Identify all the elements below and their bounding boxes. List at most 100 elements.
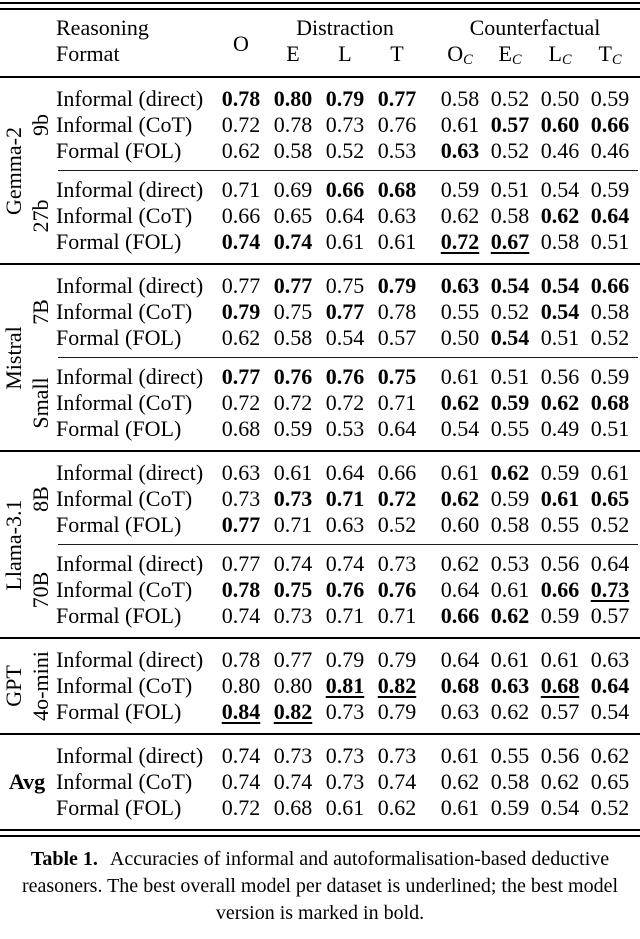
accuracy-cell: 0.58 [490, 512, 530, 538]
accuracy-cell: 0.58 [490, 769, 530, 795]
version-separator-rule [58, 170, 638, 172]
version-label: 27b [28, 199, 53, 233]
accuracy-cell: 0.64 [440, 577, 480, 603]
accuracy-cell: 0.74 [273, 769, 313, 795]
header-col-l: L [338, 41, 352, 66]
accuracy-cell: 0.76 [325, 577, 365, 603]
accuracy-cell: 0.77 [273, 647, 313, 673]
accuracy-cell: 0.56 [540, 743, 580, 769]
accuracy-cell: 0.63 [590, 647, 630, 673]
accuracy-cell: 0.68 [440, 673, 480, 699]
table-body: Gemma-2 9b Informal (direct) 0.78 0.80 0.79 0.… [0, 78, 640, 829]
accuracy-cell: 0.78 [273, 112, 313, 138]
accuracy-cell: 0.71 [377, 390, 417, 416]
accuracy-cell: 0.65 [590, 486, 630, 512]
accuracy-cell: 0.57 [590, 603, 630, 629]
accuracy-cell: 0.53 [377, 138, 417, 164]
version-block: 27b Informal (direct) 0.71 0.69 0.66 0.68 0.59… [28, 177, 640, 255]
accuracy-cell: 0.63 [440, 273, 480, 299]
model-group-rows: 7B Informal (direct) 0.77 0.77 0.75 0.79 0.63 0… [28, 273, 640, 442]
accuracy-cell: 0.77 [221, 551, 261, 577]
accuracy-cell: 0.64 [325, 460, 365, 486]
column-gap [423, 416, 435, 442]
header-left-gutter [0, 15, 54, 73]
accuracy-cell: 0.76 [377, 112, 417, 138]
version-rows: Informal (direct) 0.74 0.73 0.73 0.73 0.61 0.5… [54, 743, 640, 821]
table-row: Informal (CoT) 0.73 0.73 0.71 0.72 0.62 0.59 0.… [54, 486, 640, 512]
version-label: 4o-mini [28, 651, 53, 721]
accuracy-cell: 0.49 [540, 416, 580, 442]
accuracy-cell: 0.74 [325, 551, 365, 577]
format-label: Formal (FOL) [56, 512, 182, 538]
column-gap [423, 86, 435, 112]
accuracy-cell: 0.66 [221, 203, 261, 229]
accuracy-cell: 0.81 [325, 673, 365, 699]
model-label: Gemma-2 [1, 126, 26, 215]
accuracy-cell: 0.54 [490, 325, 530, 351]
accuracy-cell: 0.52 [377, 512, 417, 538]
format-label: Informal (CoT) [56, 577, 193, 603]
accuracy-cell: 0.52 [325, 138, 365, 164]
accuracy-cell: 0.61 [325, 229, 365, 255]
accuracy-cell: 0.55 [540, 512, 580, 538]
table-row: Formal (FOL) 0.68 0.59 0.53 0.64 0.54 0.55 0.49… [54, 416, 640, 442]
model-label: Llama-3.1 [1, 499, 26, 591]
version-rows: Informal (direct) 0.78 0.77 0.79 0.79 0.64 0.6… [54, 647, 640, 725]
accuracy-cell: 0.64 [590, 673, 630, 699]
table-row: Formal (FOL) 0.72 0.68 0.61 0.62 0.61 0.59 0.54… [54, 795, 640, 821]
accuracy-cell: 0.61 [440, 112, 480, 138]
table-top-rule [0, 2, 640, 10]
accuracy-cell: 0.53 [490, 551, 530, 577]
header-distraction-cols: E L T [267, 41, 423, 67]
accuracy-cell: 0.59 [440, 177, 480, 203]
model-group-rows: 4o-mini Informal (direct) 0.78 0.77 0.79 0.79… [28, 647, 640, 725]
table-row: Informal (direct) 0.74 0.73 0.73 0.73 0.61 0.5… [54, 743, 640, 769]
accuracy-cell: 0.61 [490, 647, 530, 673]
format-label: Informal (direct) [56, 460, 204, 486]
table-row: Informal (direct) 0.77 0.76 0.76 0.75 0.61 0.5… [54, 364, 640, 390]
accuracy-cell: 0.54 [590, 699, 630, 725]
table-row: Formal (FOL) 0.74 0.73 0.71 0.71 0.66 0.62 0.59… [54, 603, 640, 629]
accuracy-cell: 0.62 [540, 390, 580, 416]
column-gap [423, 273, 435, 299]
format-label: Informal (CoT) [56, 203, 193, 229]
table-row: Formal (FOL) 0.74 0.74 0.61 0.61 0.72 0.67 0.58… [54, 229, 640, 255]
accuracy-cell: 0.52 [490, 138, 530, 164]
table-bottom-rule [0, 829, 640, 838]
accuracy-cell: 0.77 [221, 364, 261, 390]
accuracy-cell: 0.75 [273, 299, 313, 325]
accuracy-cell: 0.46 [540, 138, 580, 164]
accuracy-cell: 0.78 [221, 86, 261, 112]
header-col-oc: OC [447, 41, 473, 69]
model-label: Mistral [1, 325, 26, 390]
column-gap [423, 112, 435, 138]
accuracy-cell: 0.80 [221, 673, 261, 699]
accuracy-cell: 0.66 [590, 273, 630, 299]
version-label: Small [28, 377, 53, 429]
column-gap [423, 795, 435, 821]
format-label: Formal (FOL) [56, 229, 182, 255]
column-gap [423, 603, 435, 629]
column-gap [423, 647, 435, 673]
version-label-column: 8B [28, 460, 54, 538]
version-block: 9b Informal (direct) 0.78 0.80 0.79 0.77 0.58 0… [28, 86, 640, 164]
accuracy-cell: 0.63 [221, 460, 261, 486]
accuracy-cell: 0.79 [377, 647, 417, 673]
column-gap [423, 138, 435, 164]
column-gap [423, 743, 435, 769]
model-group: Gemma-2 9b Informal (direct) 0.78 0.80 0.79 0.… [0, 78, 640, 263]
header-group-counterfactual: Counterfactual OC EC LC TC [435, 15, 635, 73]
accuracy-cell: 0.61 [440, 795, 480, 821]
accuracy-cell: 0.75 [325, 273, 365, 299]
table-row: Informal (CoT) 0.79 0.75 0.77 0.78 0.55 0.52 0.… [54, 299, 640, 325]
accuracy-cell: 0.51 [490, 364, 530, 390]
table-row: Formal (FOL) 0.62 0.58 0.54 0.57 0.50 0.54 0.51… [54, 325, 640, 351]
accuracy-cell: 0.75 [273, 577, 313, 603]
accuracy-cell: 0.54 [540, 273, 580, 299]
header-col-t: T [390, 41, 404, 66]
accuracy-cell: 0.68 [540, 673, 580, 699]
version-block: 7B Informal (direct) 0.77 0.77 0.75 0.79 0.63 0… [28, 273, 640, 351]
model-group: Llama-3.1 8B Informal (direct) 0.63 0.61 0.64… [0, 452, 640, 637]
accuracy-cell: 0.73 [325, 743, 365, 769]
accuracy-cell: 0.68 [590, 390, 630, 416]
